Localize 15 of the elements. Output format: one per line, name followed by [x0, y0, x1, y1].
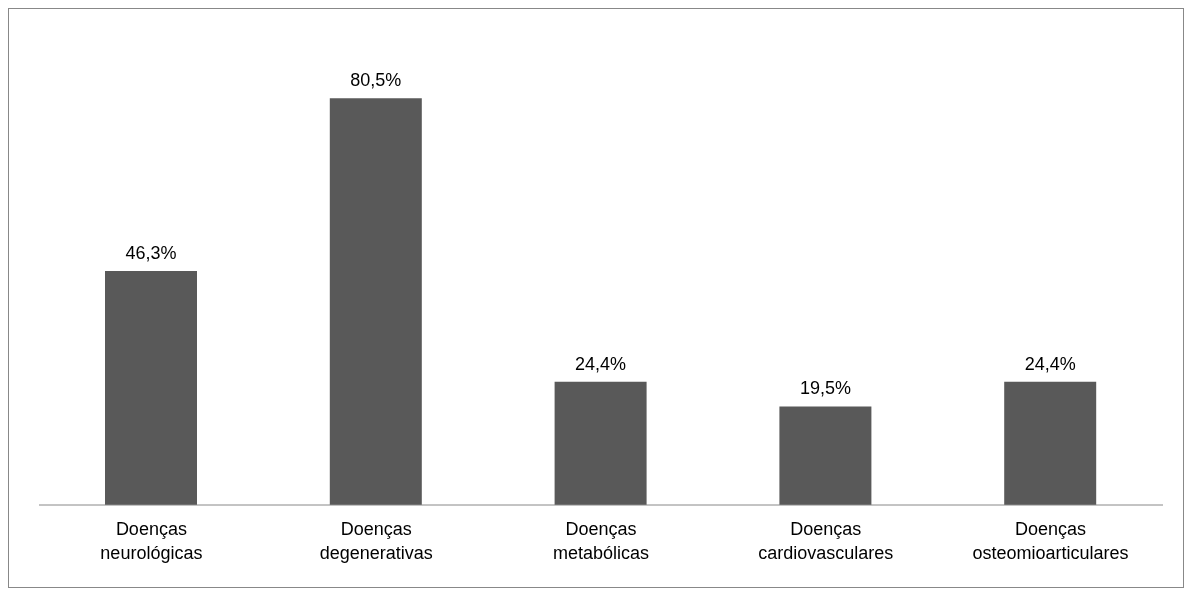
x-tick-label: Doenças degenerativas	[319, 519, 433, 563]
data-label: 24,4%	[1024, 353, 1076, 374]
data-label: 19,5%	[799, 378, 851, 399]
x-tick-label: Doenças metabólicas	[552, 519, 650, 563]
x-tick-label: Doenças neurológicas	[100, 519, 203, 563]
x-tick-label: Doenças cardiovasculares	[758, 519, 894, 563]
bar	[105, 271, 197, 505]
bar	[329, 98, 422, 505]
bar	[1004, 381, 1097, 505]
bar	[554, 381, 647, 505]
data-label: 80,5%	[350, 70, 402, 91]
data-label: 24,4%	[575, 353, 627, 374]
data-label: 46,3%	[125, 243, 177, 264]
x-tick-label: Doenças osteomioarticulares	[972, 519, 1129, 563]
bar	[779, 406, 872, 505]
